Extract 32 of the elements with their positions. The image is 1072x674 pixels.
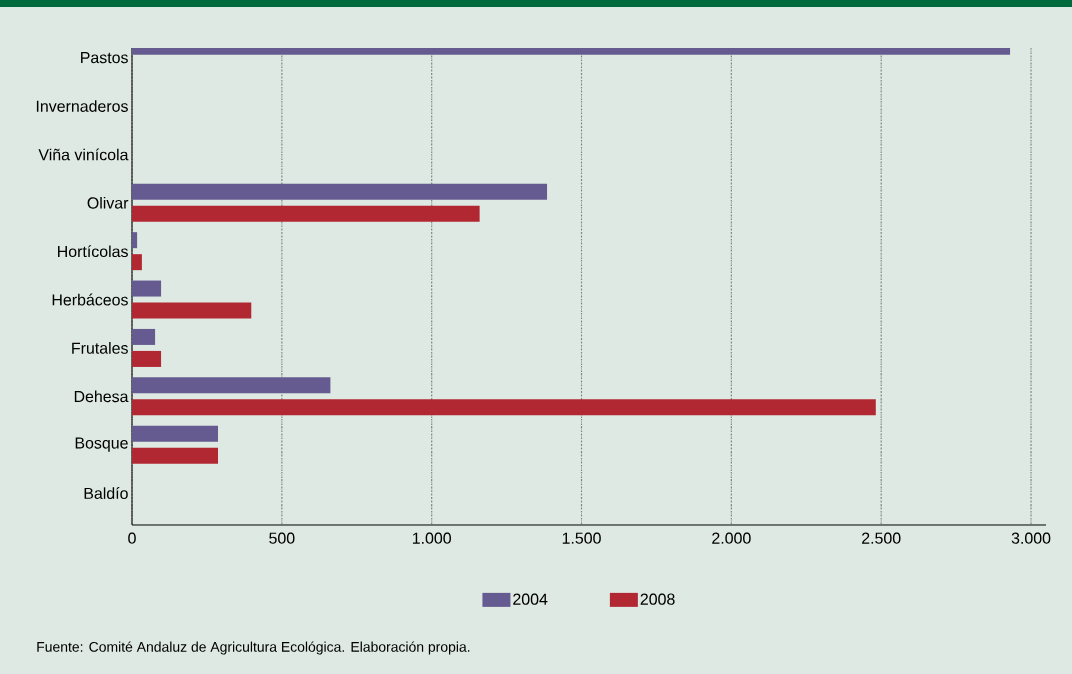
bar: [132, 254, 142, 271]
bar: [132, 328, 156, 345]
x-tick-label: 1.000: [412, 532, 451, 544]
bar: [132, 280, 162, 297]
y-tick-label: Hortícolas: [58, 245, 128, 258]
x-tick-label: 2.500: [862, 532, 901, 544]
y-tick-label: Bosque: [75, 437, 128, 452]
y-tick-label: Olivar: [87, 196, 129, 209]
bar: [132, 183, 548, 200]
x-tick-label: 1.500: [562, 532, 601, 544]
legend-label: 2004: [513, 593, 548, 605]
bar: [132, 447, 219, 464]
bar: [132, 377, 331, 394]
y-tick-label: Herbáceos: [52, 293, 128, 306]
y-tick-label: Dehesa: [74, 390, 129, 403]
y-tick-label: Invernaderos: [36, 100, 128, 112]
bar: [132, 232, 138, 249]
bar: [132, 205, 480, 222]
legend-label: 2008: [640, 593, 675, 605]
y-tick-label: Viña vinícola: [38, 148, 129, 161]
source-note: Fuente: Comité Andaluz de Agricultura Ecológica. Elaboración propia.: [37, 641, 470, 655]
y-tick-label: Frutales: [72, 342, 128, 354]
bar: [132, 302, 252, 319]
y-tick-label: Pastos: [81, 52, 128, 64]
x-tick-label: 3.000: [1011, 532, 1051, 544]
bar: [132, 399, 876, 416]
y-tick-label: Baldío: [84, 487, 128, 500]
x-tick-label: 500: [269, 532, 295, 544]
bar: [132, 425, 219, 442]
x-tick-label: 2.000: [712, 532, 751, 544]
bar: [132, 350, 162, 367]
x-tick-label: 0: [128, 532, 136, 544]
